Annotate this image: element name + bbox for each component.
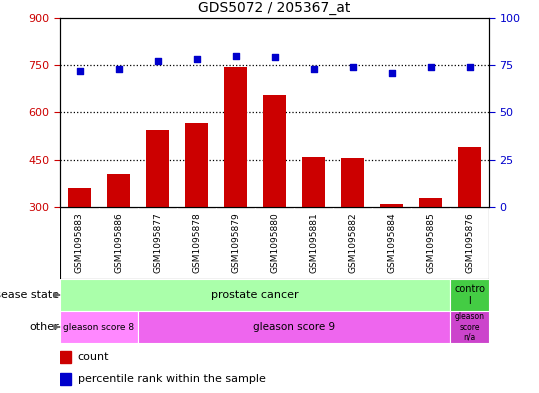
Text: GSM1095879: GSM1095879 [231, 213, 240, 274]
Point [231, 52, 240, 59]
Point [426, 64, 435, 70]
Text: GSM1095876: GSM1095876 [465, 213, 474, 274]
Bar [60, 311, 138, 343]
Bar [224, 66, 247, 207]
Point [270, 54, 279, 61]
Bar [419, 198, 442, 207]
Text: count: count [78, 352, 109, 362]
Text: percentile rank within the sample: percentile rank within the sample [78, 374, 266, 384]
Bar [458, 147, 481, 207]
Text: GSM1095877: GSM1095877 [153, 213, 162, 274]
Text: GSM1095886: GSM1095886 [114, 213, 123, 274]
Bar [450, 311, 489, 343]
Bar [341, 158, 364, 207]
Point [153, 58, 162, 64]
Bar [450, 279, 489, 311]
Bar [107, 174, 130, 207]
Text: gleason score 9: gleason score 9 [253, 322, 335, 332]
Point [75, 68, 84, 74]
Bar [302, 156, 325, 207]
Text: contro
l: contro l [454, 284, 485, 306]
Point [114, 66, 123, 72]
Point [465, 64, 474, 70]
Bar [60, 373, 71, 385]
Bar [60, 351, 71, 364]
Text: GSM1095882: GSM1095882 [348, 213, 357, 273]
Text: prostate cancer: prostate cancer [211, 290, 299, 300]
Bar [185, 123, 208, 207]
Bar [138, 311, 450, 343]
Bar [68, 188, 91, 207]
Text: GSM1095884: GSM1095884 [387, 213, 396, 273]
Text: GSM1095880: GSM1095880 [270, 213, 279, 274]
Point [348, 64, 357, 70]
Text: disease state: disease state [0, 290, 59, 300]
Bar [263, 95, 286, 207]
Text: gleason score 8: gleason score 8 [64, 323, 135, 332]
Text: GSM1095883: GSM1095883 [75, 213, 84, 274]
Text: GSM1095885: GSM1095885 [426, 213, 435, 274]
Bar [146, 130, 169, 207]
Point [387, 70, 396, 76]
Text: GSM1095878: GSM1095878 [192, 213, 201, 274]
Text: other: other [30, 322, 59, 332]
Text: GSM1095881: GSM1095881 [309, 213, 318, 274]
Point [192, 56, 201, 62]
Title: GDS5072 / 205367_at: GDS5072 / 205367_at [198, 1, 351, 15]
Bar [380, 204, 403, 207]
Point [309, 66, 318, 72]
Text: gleason
score
n/a: gleason score n/a [454, 312, 485, 342]
